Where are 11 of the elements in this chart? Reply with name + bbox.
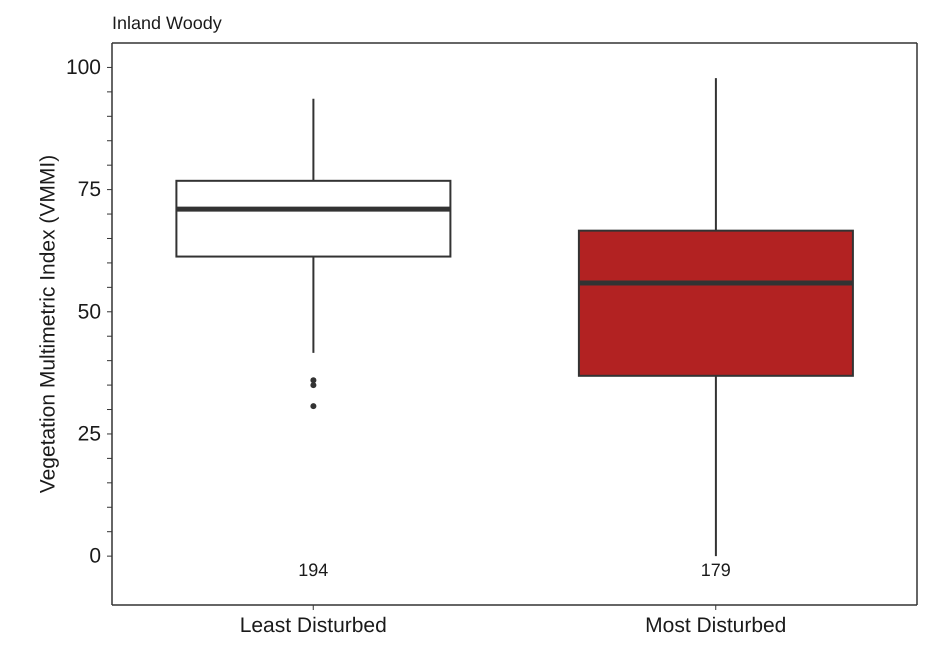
chart-title: Inland Woody: [112, 13, 222, 33]
x-tick-label: Least Disturbed: [240, 614, 387, 637]
y-tick-label: 25: [78, 422, 101, 446]
y-tick-label: 75: [78, 178, 101, 202]
y-axis-title: Vegetation Multimetric Index (VMMI): [36, 154, 60, 494]
y-tick-label: 100: [66, 56, 101, 79]
annotation: 194: [298, 560, 328, 580]
y-tick-label: 50: [78, 300, 101, 324]
x-tick-label: Most Disturbed: [645, 614, 786, 637]
y-tick-label: 0: [89, 544, 101, 568]
annotation: 179: [700, 560, 731, 580]
